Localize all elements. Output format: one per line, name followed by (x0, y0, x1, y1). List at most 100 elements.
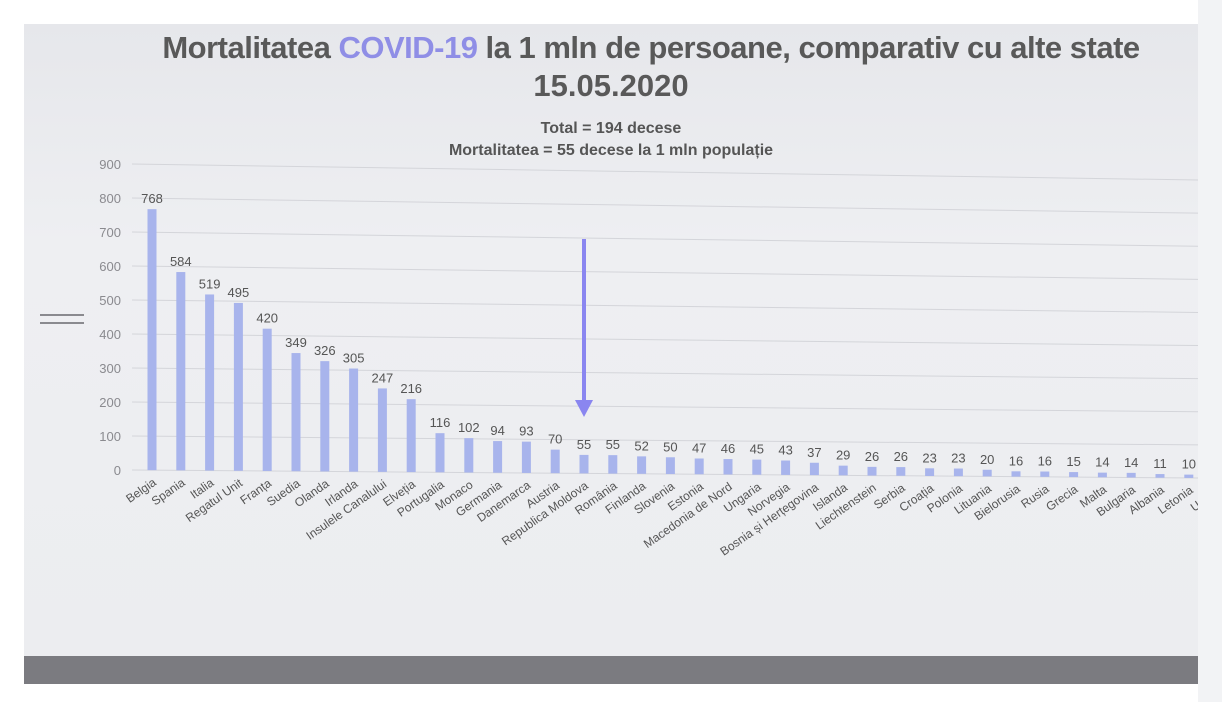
y-tick-label: 100 (99, 429, 121, 444)
value-label: 16 (1009, 453, 1023, 468)
bottom-band (24, 656, 1198, 684)
bars (147, 209, 1194, 478)
y-axis-ticks: 0 100 200 300 400 500 600 700 800 900 (99, 157, 121, 478)
y-tick-label: 300 (99, 361, 121, 376)
value-label: 46 (721, 441, 735, 456)
y-tick-label: 900 (99, 157, 121, 172)
y-tick-label: 600 (99, 259, 121, 274)
value-label: 584 (170, 254, 192, 269)
y-tick-label: 0 (114, 463, 121, 478)
bar-spania (176, 272, 186, 471)
bar-liechtenstein (867, 466, 877, 476)
category-label: Spania (149, 475, 188, 508)
bar-estonia (694, 458, 704, 475)
side-dash-mark-bottom (40, 322, 84, 324)
gridline-0 (131, 469, 1198, 479)
subtitle-mortality: Mortalitatea = 55 decese la 1 mln popula… (448, 142, 774, 159)
value-label: 93 (519, 424, 533, 439)
bar-monaco (464, 438, 474, 473)
value-label: 247 (372, 370, 394, 385)
value-label: 216 (400, 381, 422, 396)
title-prefix: Mortalitatea (162, 30, 339, 65)
value-label: 768 (141, 191, 163, 206)
bar-rusia (1040, 471, 1050, 477)
bar-serbia (896, 467, 906, 476)
side-dash-mark-top (40, 314, 84, 316)
bar-suedia (291, 353, 301, 472)
bar-republica-moldova (579, 454, 589, 474)
bar-germania (493, 441, 503, 473)
chart-title: Mortalitatea COVID-19 la 1 mln de persoa… (64, 30, 1198, 66)
right-border-strip (1198, 0, 1222, 702)
bar-bosnia-i-her-egovina (809, 462, 819, 476)
value-label: 70 (548, 432, 562, 447)
grid-lines (131, 163, 1198, 479)
value-label: 52 (634, 438, 648, 453)
category-label: Ucrain (1188, 483, 1198, 514)
bar-malta (1097, 472, 1107, 478)
bar-austria (550, 449, 560, 474)
value-label: 519 (199, 276, 221, 291)
value-label: 45 (750, 442, 764, 457)
category-label: Grecia (1043, 482, 1080, 514)
value-label: 14 (1124, 455, 1138, 470)
value-label: 11 (1153, 456, 1167, 471)
value-label: 349 (285, 335, 307, 350)
bar-regatul-unit (233, 302, 243, 471)
gridline-400 (131, 333, 1198, 347)
value-label: 37 (807, 445, 821, 460)
y-tick-label: 200 (99, 395, 121, 410)
gridline-800 (131, 197, 1198, 214)
value-label: 20 (980, 452, 994, 467)
bar-croa-ia (925, 468, 935, 476)
bar-danemarca (521, 441, 531, 473)
value-label: 26 (865, 449, 879, 464)
bar-polonia (953, 468, 963, 477)
value-label: 420 (256, 311, 278, 326)
gridline-500 (131, 299, 1198, 313)
bar-italia (205, 294, 215, 471)
bar-lituania (982, 469, 992, 477)
value-label: 94 (490, 423, 504, 438)
value-label: 116 (430, 415, 451, 430)
value-label: 16 (1038, 454, 1052, 469)
gridline-700 (131, 231, 1198, 247)
value-label: 55 (606, 437, 620, 452)
bar-irlanda (349, 368, 359, 472)
bar-ungaria (752, 459, 762, 475)
value-label: 15 (1066, 454, 1080, 469)
bar-finlanda (637, 456, 647, 474)
bar-letonia (1184, 474, 1194, 478)
gridline-300 (131, 367, 1198, 380)
y-tick-label: 500 (99, 293, 121, 308)
bar-bulgaria (1126, 472, 1136, 478)
bar-albania (1155, 474, 1165, 478)
y-tick-label: 800 (99, 191, 121, 206)
bar-elve-ia (406, 399, 416, 473)
bar-insulele-canalului (377, 388, 387, 472)
bar-chart: 0 100 200 300 400 500 600 700 800 900 768 584 519 49… (99, 157, 1198, 559)
bar-portugalia (435, 433, 445, 473)
value-label: 43 (778, 443, 792, 458)
value-label: 29 (836, 448, 850, 463)
value-labels: 768 584 519 495 420 349 326 305 247 216 116 102 94 93… (141, 191, 1196, 472)
bar-norvegia (781, 460, 791, 475)
gridline-200 (131, 401, 1198, 413)
value-label: 26 (894, 449, 908, 464)
highlight-arrow (575, 239, 593, 417)
value-label: 55 (577, 437, 591, 452)
value-label: 10 (1182, 457, 1196, 472)
title-highlight: COVID-19 (338, 30, 478, 65)
bar-fran-a (262, 328, 272, 472)
bar-olanda (320, 361, 330, 472)
subtitle-total: Total = 194 decese (540, 120, 682, 137)
bar-macedonia-de-nord (723, 459, 733, 475)
category-label: Regatul Unit (183, 475, 246, 525)
presentation-slide: Mortalitatea COVID-19 la 1 mln de persoa… (24, 24, 1198, 656)
gridline-900 (131, 163, 1198, 181)
down-arrow-icon (575, 400, 593, 417)
bar-slovenia (665, 457, 675, 475)
bar-belgia (147, 209, 157, 471)
gridline-100 (131, 435, 1198, 446)
